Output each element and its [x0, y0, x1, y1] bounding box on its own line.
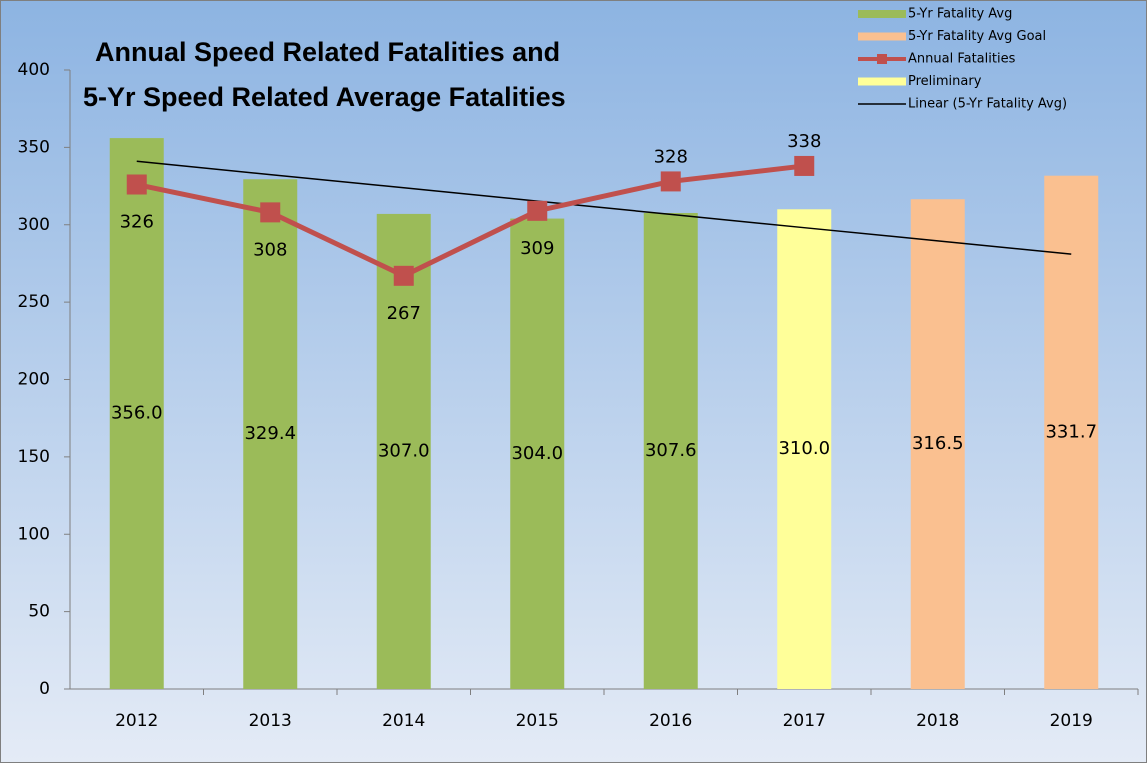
x-tick-label: 2015 — [516, 711, 559, 731]
line-marker — [527, 200, 548, 221]
data-label: 338 — [787, 131, 821, 152]
data-label: 307.6 — [645, 440, 697, 461]
chart-title: Annual Speed Related Fatalities and — [95, 37, 560, 67]
line-marker — [260, 202, 281, 223]
bar — [643, 212, 698, 689]
line-marker — [393, 265, 414, 286]
data-label: 316.5 — [912, 433, 964, 454]
bar — [243, 179, 298, 690]
line-marker — [660, 171, 681, 192]
bar — [510, 218, 565, 689]
bar — [777, 209, 832, 689]
legend-label: 5-Yr Fatality Avg Goal — [908, 29, 1046, 44]
x-tick-label: 2012 — [115, 711, 158, 731]
y-tick-label: 50 — [28, 602, 50, 622]
legend-label: Preliminary — [908, 74, 982, 89]
y-tick-label: 300 — [18, 215, 50, 235]
x-tick-label: 2018 — [916, 711, 959, 731]
line-marker — [126, 174, 147, 195]
data-label: 310.0 — [778, 438, 830, 459]
data-label: 328 — [654, 146, 688, 167]
legend-label: Annual Fatalities — [908, 52, 1016, 67]
legend-label: Linear (5-Yr Fatality Avg) — [908, 97, 1067, 112]
legend-swatch — [858, 10, 906, 18]
bar — [109, 138, 164, 690]
data-label: 329.4 — [244, 423, 296, 444]
bar — [910, 199, 965, 689]
y-tick-label: 0 — [39, 679, 50, 699]
chart-title: 5-Yr Speed Related Average Fatalities — [83, 82, 566, 112]
y-tick-label: 350 — [18, 137, 50, 157]
x-tick-label: 2019 — [1050, 711, 1093, 731]
x-tick-label: 2013 — [249, 711, 292, 731]
data-label: 308 — [253, 239, 287, 260]
x-tick-label: 2016 — [649, 711, 692, 731]
y-tick-label: 150 — [18, 447, 50, 467]
x-tick-label: 2014 — [382, 711, 425, 731]
y-tick-label: 100 — [18, 524, 50, 544]
legend-label: 5-Yr Fatality Avg — [908, 7, 1012, 22]
y-tick-label: 200 — [18, 370, 50, 390]
legend-swatch — [858, 32, 906, 41]
line — [136, 163, 805, 279]
bar — [1044, 175, 1099, 690]
data-label: 304.0 — [511, 443, 563, 464]
legend-swatch — [858, 77, 906, 86]
line-marker — [794, 155, 815, 176]
data-label: 267 — [387, 303, 421, 324]
bar — [376, 213, 431, 690]
x-tick-label: 2017 — [783, 711, 826, 731]
data-label: 331.7 — [1045, 421, 1097, 442]
y-tick-label: 400 — [18, 60, 50, 80]
legend-swatch — [877, 54, 887, 64]
data-label: 307.0 — [378, 440, 430, 461]
trend-line — [136, 160, 1072, 255]
data-label: 326 — [120, 212, 154, 233]
data-label: 356.0 — [111, 403, 163, 424]
data-label: 309 — [520, 238, 554, 259]
y-tick-label: 250 — [18, 292, 50, 312]
